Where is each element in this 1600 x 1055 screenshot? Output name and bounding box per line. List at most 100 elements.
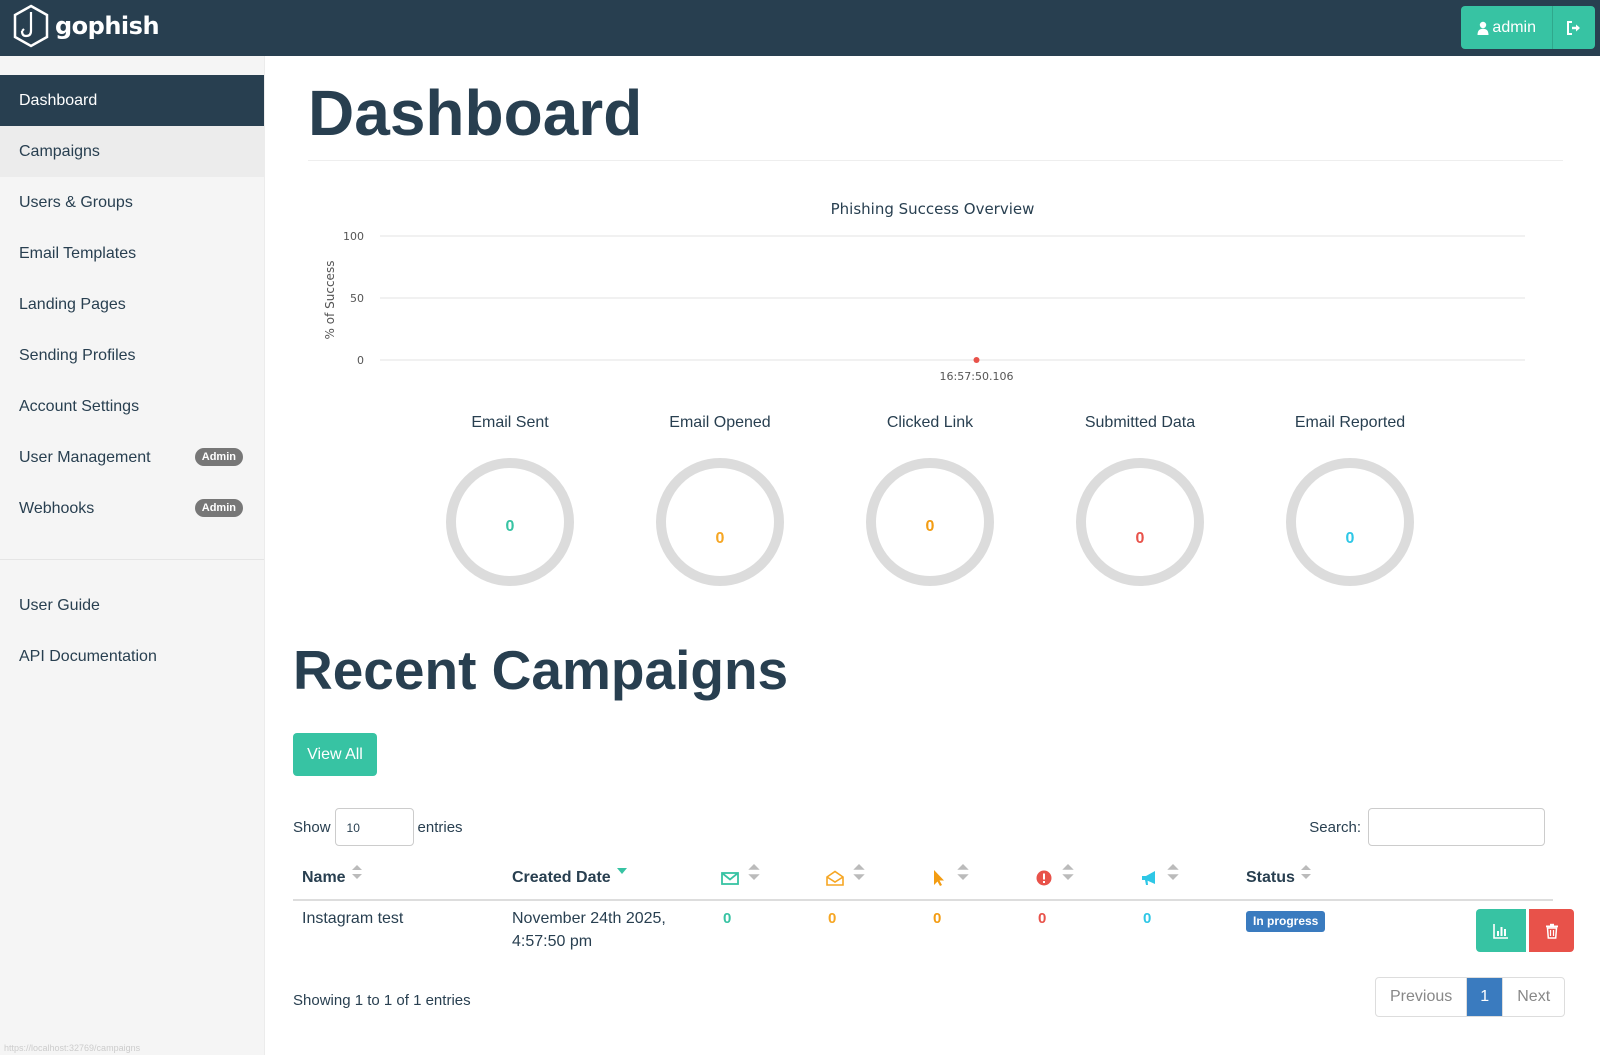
progress-ring — [446, 458, 574, 586]
y-tick-label: 50 — [350, 292, 364, 305]
page-length-control: Show 10 entries — [293, 808, 463, 846]
submitted-count: 0 — [1038, 910, 1047, 927]
column-header-created-date[interactable]: Created Date — [512, 854, 627, 901]
campaign-created-date: November 24th 2025, 4:57:50 pm — [512, 901, 666, 953]
campaign-name[interactable]: Instagram test — [302, 910, 404, 927]
clicked-count: 0 — [933, 910, 942, 927]
envelope-open-icon — [826, 870, 844, 886]
progress-ring — [1286, 458, 1414, 586]
created-time-line: 4:57:50 pm — [512, 933, 593, 950]
column-label: Created Date — [512, 868, 611, 886]
delete-campaign-button[interactable] — [1529, 909, 1574, 952]
brand-logo[interactable]: gophish — [12, 4, 160, 48]
sidebar-nav: Dashboard Campaigns Users & Groups Email… — [0, 56, 264, 534]
stat-value: 0 — [1345, 530, 1355, 547]
reported-count: 0 — [1143, 910, 1152, 927]
sidebar-item-landing-pages[interactable]: Landing Pages — [0, 279, 264, 330]
admin-badge: Admin — [194, 448, 243, 466]
sidebar-item-user-guide[interactable]: User Guide — [0, 580, 264, 631]
sidebar-item-campaigns[interactable]: Campaigns — [0, 126, 264, 177]
page-length-select[interactable]: 10 — [334, 808, 414, 846]
sidebar-item-account-settings[interactable]: Account Settings — [0, 381, 264, 432]
sort-both-icon — [1062, 863, 1074, 880]
stat-value: 0 — [715, 530, 725, 547]
progress-ring — [1076, 458, 1204, 586]
stat-value: 0 — [1135, 530, 1145, 547]
column-header-sent[interactable] — [721, 854, 763, 901]
hook-logo-icon — [13, 4, 49, 48]
pointer-icon — [934, 869, 944, 886]
column-label: Status — [1246, 868, 1295, 886]
show-label: Show — [293, 818, 331, 836]
sidebar-item-label: User Guide — [19, 596, 100, 614]
stats-circles: Email Sent 0 Email Opened 0 Clicked Link… — [425, 414, 1505, 664]
x-tick-label: 16:57:50.106 — [940, 370, 1014, 383]
sort-both-icon — [1300, 864, 1311, 879]
sidebar-item-dashboard[interactable]: Dashboard — [0, 75, 264, 126]
admin-badge: Admin — [194, 499, 243, 517]
stat-clicked-link: Clicked Link 0 — [845, 414, 1015, 586]
sidebar-item-api-documentation[interactable]: API Documentation — [0, 631, 264, 682]
sidebar-secondary-nav: User Guide API Documentation — [0, 580, 264, 682]
y-axis-label: % of Success — [323, 261, 337, 340]
column-header-submitted[interactable] — [1035, 854, 1077, 901]
opened-count: 0 — [828, 910, 837, 927]
search-label: Search: — [1309, 818, 1361, 836]
stat-label: Clicked Link — [886, 414, 974, 431]
status-badge: In progress — [1246, 911, 1326, 932]
next-page-button[interactable]: Next — [1502, 978, 1564, 1016]
stat-label: Email Sent — [471, 414, 549, 431]
logout-button[interactable] — [1553, 6, 1595, 49]
sidebar-item-sending-profiles[interactable]: Sending Profiles — [0, 330, 264, 381]
progress-ring — [866, 458, 994, 586]
sidebar-item-email-templates[interactable]: Email Templates — [0, 228, 264, 279]
top-navbar: gophish admin — [0, 0, 1600, 56]
stat-email-sent: Email Sent 0 — [425, 414, 595, 586]
exclamation-icon — [1036, 870, 1052, 885]
sidebar: Dashboard Campaigns Users & Groups Email… — [0, 56, 265, 1055]
stat-label: Submitted Data — [1084, 414, 1196, 431]
admin-username: admin — [1492, 18, 1536, 36]
sidebar-item-user-management[interactable]: User Management Admin — [0, 432, 264, 483]
sort-desc-icon — [616, 867, 627, 874]
previous-page-button[interactable]: Previous — [1390, 988, 1453, 1005]
sort-both-icon — [853, 863, 865, 880]
sidebar-item-webhooks[interactable]: Webhooks Admin — [0, 483, 264, 534]
admin-account-button[interactable]: admin — [1461, 6, 1553, 49]
created-date-line: November 24th 2025, — [512, 910, 666, 927]
sort-both-icon — [748, 863, 760, 880]
pagination: Previous 1 Next — [1375, 977, 1566, 1017]
search-input[interactable] — [1368, 808, 1545, 846]
y-tick-label: 0 — [357, 354, 364, 367]
column-header-status[interactable]: Status — [1246, 854, 1311, 901]
page-1-button[interactable]: 1 — [1466, 978, 1503, 1016]
user-icon — [1477, 21, 1489, 35]
sort-both-icon — [351, 864, 362, 879]
sent-count: 0 — [723, 910, 732, 927]
sidebar-divider — [0, 559, 264, 560]
stat-label: Email Reported — [1294, 414, 1406, 431]
sidebar-item-users-groups[interactable]: Users & Groups — [0, 177, 264, 228]
phishing-success-chart: Phishing Success Overview 100 50 0 % of Succ… — [305, 196, 1565, 456]
page-title: Dashboard — [308, 77, 643, 149]
column-header-opened[interactable] — [826, 854, 868, 901]
sidebar-item-label: Landing Pages — [19, 295, 126, 313]
column-header-clicked[interactable] — [930, 854, 972, 901]
view-all-button[interactable]: View All — [293, 733, 377, 776]
column-header-reported[interactable] — [1140, 854, 1182, 901]
campaign-status: In progress — [1246, 903, 1326, 932]
sidebar-item-label: API Documentation — [19, 647, 157, 665]
table-info: Showing 1 to 1 of 1 entries — [293, 992, 471, 1009]
sidebar-item-label: Webhooks — [19, 499, 95, 517]
line-chart-svg: Phishing Success Overview 100 50 0 % of Succ… — [323, 200, 1525, 383]
table-search: Search: — [1309, 808, 1545, 846]
envelope-icon — [721, 871, 739, 885]
sort-both-icon — [957, 863, 969, 880]
sidebar-item-label: Dashboard — [19, 91, 98, 109]
stat-email-reported: Email Reported 0 — [1265, 414, 1435, 586]
sidebar-item-label: Users & Groups — [19, 193, 133, 211]
stat-submitted-data: Submitted Data 0 — [1055, 414, 1225, 586]
column-header-name[interactable]: Name — [302, 854, 362, 901]
link-status-bar: https://localhost:32769/campaigns — [4, 1043, 141, 1053]
view-results-button[interactable] — [1476, 909, 1526, 952]
